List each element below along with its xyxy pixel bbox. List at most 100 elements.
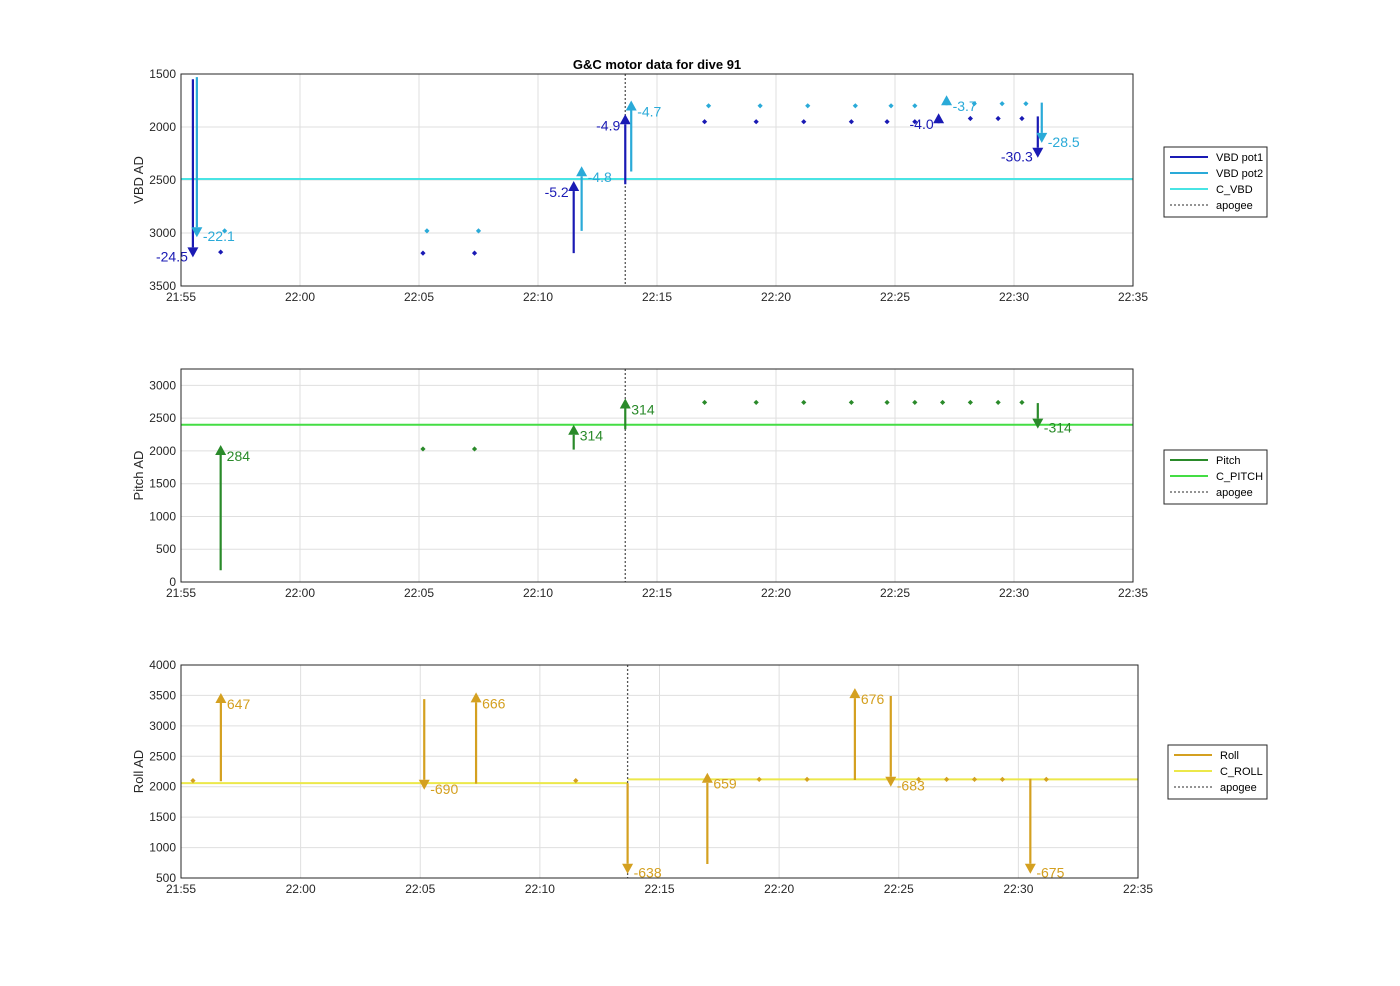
data-point (916, 776, 922, 783)
y-tick-label: 500 (156, 871, 176, 885)
data-point (1019, 115, 1025, 122)
vbd-panel: 21:55 22:00 22:05 22:10 22:15 22:20 22:25 22:30… (131, 67, 1148, 304)
move-label: 314 (580, 428, 604, 444)
legend-label: Pitch (1216, 455, 1240, 467)
move-arrow-head (568, 424, 580, 435)
move-arrow-head (622, 863, 634, 874)
move-label: 666 (482, 695, 506, 711)
move-arrow-head (215, 445, 227, 456)
data-point (1019, 399, 1025, 406)
move-arrow-head (470, 692, 482, 703)
x-tick-label: 22:20 (761, 586, 791, 600)
data-point (852, 103, 858, 109)
y-axis-label: Pitch AD (131, 451, 146, 501)
data-point (999, 776, 1006, 783)
x-tick-label: 22:20 (761, 290, 791, 304)
x-tick-label: 22:25 (880, 290, 910, 304)
x-tick-label: 22:10 (523, 290, 553, 304)
data-point (804, 776, 810, 783)
x-tick-label: 22:10 (523, 586, 553, 600)
move-label: -24.5 (156, 248, 188, 264)
legend-label: C_PITCH (1216, 471, 1263, 483)
axes-frame (180, 73, 1134, 287)
data-point (912, 399, 918, 406)
move-arrow-head (933, 113, 945, 124)
x-tick-label: 22:35 (1123, 882, 1153, 896)
legend-label: apogee (1216, 487, 1253, 499)
move-arrow-head (625, 100, 637, 111)
data-point (705, 103, 712, 109)
x-tick-label: 22:25 (884, 882, 914, 896)
move-label: -4.9 (596, 117, 620, 133)
move-arrow-head (1036, 132, 1048, 143)
data-point (967, 399, 973, 406)
data-point (218, 249, 224, 255)
x-tick-label: 21:55 (166, 882, 196, 896)
x-tick-label: 22:30 (999, 586, 1029, 600)
move-arrow-head (701, 772, 713, 783)
data-point (884, 119, 890, 125)
x-tick-label: 22:30 (1003, 882, 1033, 896)
legend-label: Roll (1220, 750, 1239, 762)
move-arrow-head (885, 776, 897, 787)
y-tick-label: 3000 (149, 719, 176, 733)
x-tick-label: 22:15 (642, 586, 672, 600)
data-point (475, 228, 482, 234)
y-axis-label: Roll AD (131, 750, 146, 793)
data-point (805, 103, 811, 109)
y-tick-label: 4000 (149, 658, 176, 672)
y-tick-label: 2000 (149, 780, 176, 794)
x-tick-label: 22:15 (644, 882, 674, 896)
move-label: -30.3 (1001, 149, 1033, 165)
x-tick-label: 22:15 (642, 290, 672, 304)
y-tick-label: 1000 (149, 509, 176, 523)
data-point (971, 776, 978, 783)
move-label: 284 (227, 448, 251, 464)
data-point (944, 776, 950, 783)
data-point (848, 119, 854, 125)
move-label: -4.8 (588, 169, 612, 185)
data-point (940, 399, 946, 406)
move-arrow-head (941, 95, 953, 106)
data-point (424, 228, 430, 234)
move-label: 659 (713, 776, 737, 792)
data-point (702, 119, 708, 125)
x-tick-label: 22:00 (285, 586, 315, 600)
data-point (420, 446, 426, 452)
move-arrow-head (418, 779, 430, 790)
legend-label: apogee (1216, 200, 1253, 212)
y-tick-label: 2500 (149, 749, 176, 763)
x-tick-label: 22:10 (525, 882, 555, 896)
data-point (888, 103, 894, 109)
legend-label: apogee (1220, 782, 1257, 794)
move-label: -22.1 (203, 228, 235, 244)
y-tick-label: 2500 (149, 173, 176, 187)
data-point (995, 399, 1001, 406)
x-tick-label: 22:00 (286, 882, 316, 896)
move-label: -5.2 (545, 184, 569, 200)
legend-label: C_ROLL (1220, 766, 1263, 778)
move-label: -4.7 (637, 104, 661, 120)
move-arrow-head (849, 688, 861, 699)
data-point (222, 228, 228, 234)
x-tick-label: 22:35 (1118, 586, 1148, 600)
data-point (573, 778, 579, 784)
x-tick-label: 22:05 (405, 882, 435, 896)
move-arrow-head (568, 181, 580, 192)
x-tick-label: 21:55 (166, 290, 196, 304)
data-point (756, 776, 762, 783)
data-point (1043, 776, 1049, 783)
y-tick-label: 3500 (149, 688, 176, 702)
move-arrow-head (619, 398, 631, 409)
pitch-panel: 21:55 22:00 22:05 22:10 22:15 22:20 22:25 22:30… (131, 368, 1148, 600)
x-tick-label: 22:35 (1118, 290, 1148, 304)
x-tick-label: 22:05 (404, 586, 434, 600)
data-point (999, 101, 1005, 107)
data-point (753, 399, 759, 406)
legend-label: VBD pot1 (1216, 152, 1263, 164)
data-point (190, 778, 196, 784)
